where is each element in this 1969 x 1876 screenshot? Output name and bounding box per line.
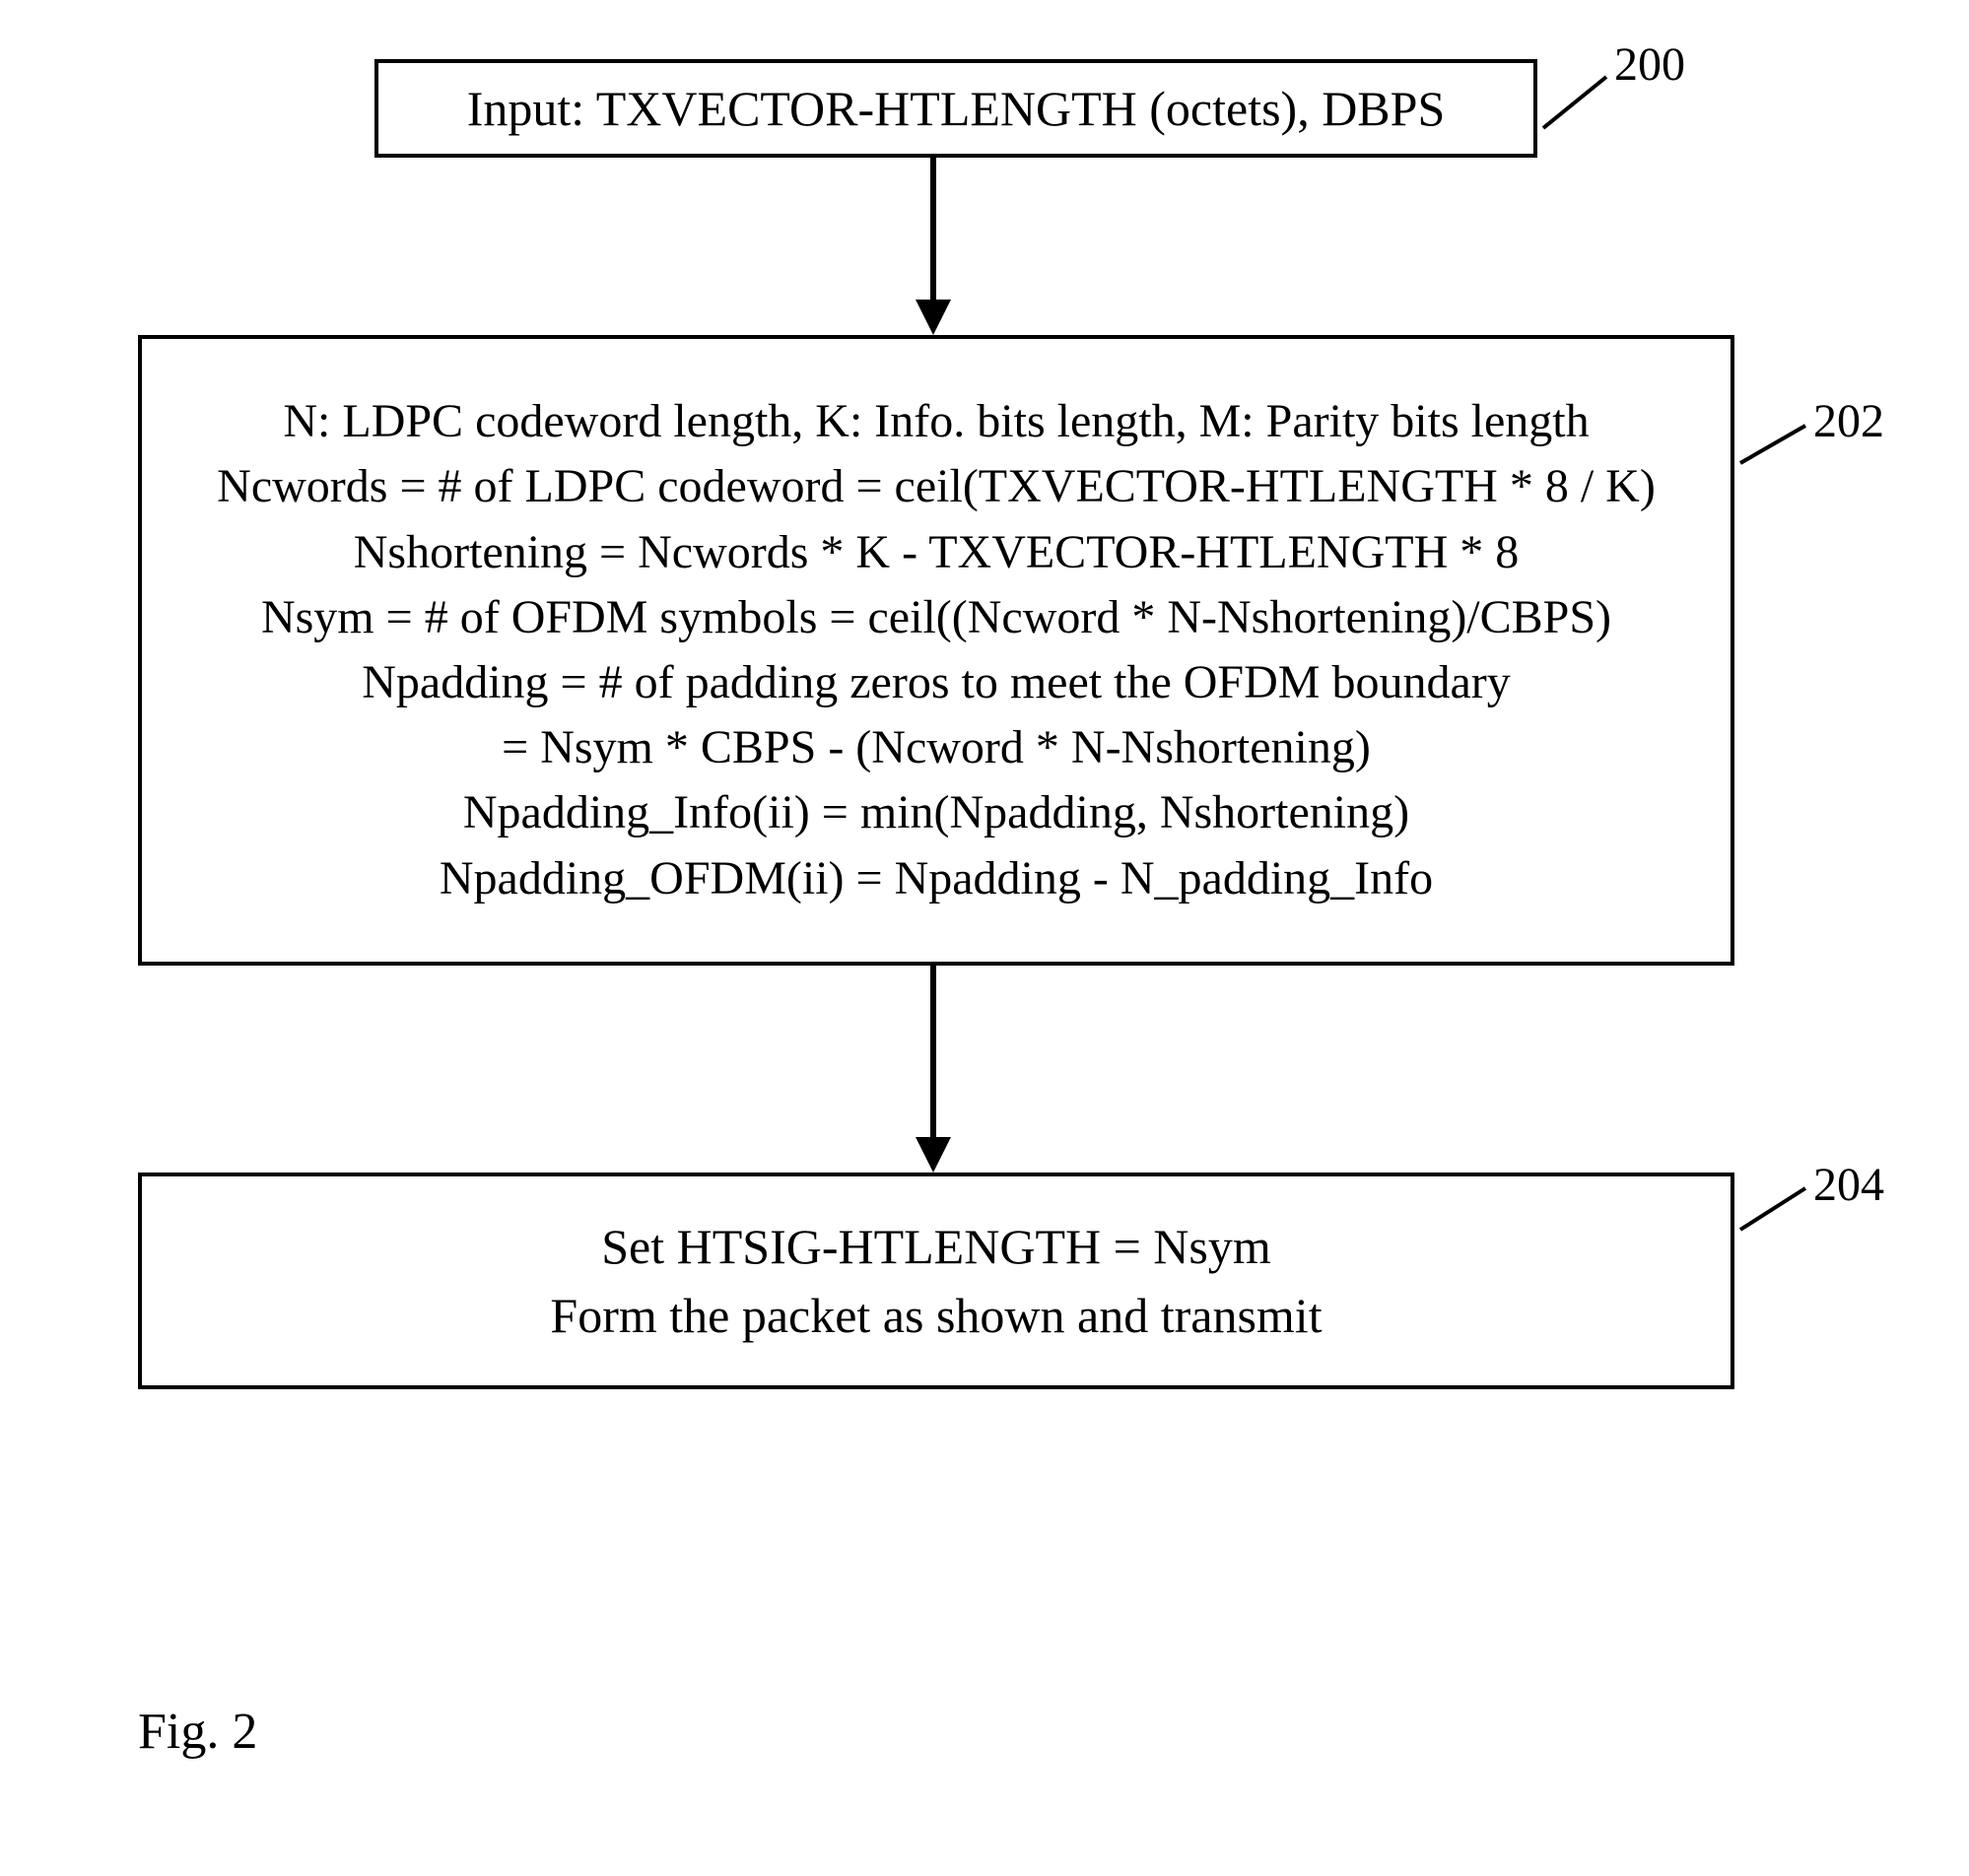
flow-box-calc: N: LDPC codeword length, K: Info. bits l… [138,335,1734,966]
box-line: = Nsym * CBPS - (Ncword * N-Nshortening) [502,715,1371,780]
box-line: Nsym = # of OFDM symbols = ceil((Ncword … [261,585,1611,650]
box-line: Npadding = # of padding zeros to meet th… [362,650,1511,715]
flow-box-output: Set HTSIG-HTLENGTH = Nsym Form the packe… [138,1172,1734,1389]
arrow-1-shaft [930,158,936,300]
ref-label-202: 202 [1813,394,1884,448]
flow-box-input: Input: TXVECTOR-HTLENGTH (octets), DBPS [374,59,1537,158]
arrow-2-shaft [930,966,936,1137]
arrow-2-head [916,1137,951,1172]
ref-label-200: 200 [1614,37,1685,92]
box-line: Nshortening = Ncwords * K - TXVECTOR-HTL… [354,520,1520,585]
box-line: Set HTSIG-HTLENGTH = Nsym [601,1212,1271,1281]
flowchart-container: Input: TXVECTOR-HTLENGTH (octets), DBPS … [0,0,1969,1876]
box-line: Input: TXVECTOR-HTLENGTH (octets), DBPS [467,80,1446,137]
ref-label-204: 204 [1813,1158,1884,1212]
box-line: Ncwords = # of LDPC codeword = ceil(TXVE… [217,454,1656,519]
box-line: N: LDPC codeword length, K: Info. bits l… [283,389,1589,454]
box-line: Npadding_OFDM(ii) = Npadding - N_padding… [440,846,1433,911]
box-line: Form the packet as shown and transmit [550,1281,1322,1350]
arrow-1-head [916,300,951,335]
box-line: Npadding_Info(ii) = min(Npadding, Nshort… [463,780,1409,845]
figure-label: Fig. 2 [138,1703,257,1761]
